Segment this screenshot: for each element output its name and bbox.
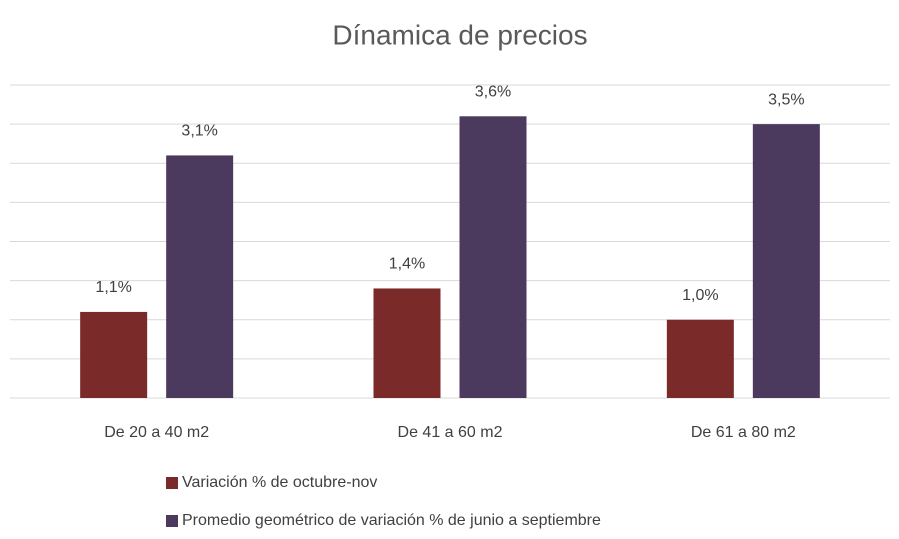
data-label: 1,0%	[682, 287, 718, 304]
bar	[752, 124, 820, 398]
data-label: 3,1%	[181, 123, 217, 140]
legend-label: Promedio geométrico de variación % de ju…	[182, 512, 601, 529]
data-label: 3,6%	[475, 84, 511, 101]
data-label: 3,5%	[768, 91, 804, 108]
legend-swatch	[166, 515, 178, 527]
x-tick-label: De 41 a 60 m2	[398, 424, 503, 441]
bar	[373, 288, 441, 398]
x-tick-label: De 61 a 80 m2	[691, 424, 796, 441]
bar	[80, 311, 148, 398]
data-label: 1,4%	[389, 256, 425, 273]
bar	[459, 116, 527, 399]
bar	[666, 319, 734, 398]
legend-swatch	[166, 477, 178, 489]
chart-title: Dínamica de precios	[332, 19, 587, 50]
bar	[166, 155, 234, 398]
data-label: 1,1%	[95, 279, 131, 296]
x-tick-label: De 20 a 40 m2	[104, 424, 209, 441]
legend-label: Variación % de octubre-nov	[182, 474, 377, 491]
